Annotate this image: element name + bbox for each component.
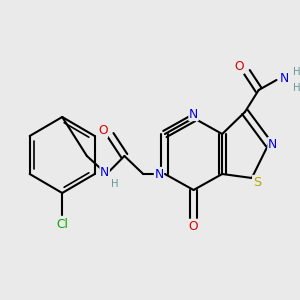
Text: N: N	[100, 166, 109, 178]
Text: N: N	[154, 167, 164, 181]
Text: O: O	[98, 124, 107, 137]
Text: N: N	[189, 107, 198, 121]
Text: H: H	[111, 179, 118, 189]
Text: H: H	[292, 83, 300, 93]
Text: H: H	[292, 67, 300, 77]
Text: N: N	[280, 71, 289, 85]
Text: Cl: Cl	[56, 218, 68, 230]
Text: N: N	[268, 137, 277, 151]
Text: O: O	[189, 220, 198, 232]
Text: O: O	[234, 61, 244, 74]
Text: S: S	[253, 176, 261, 188]
